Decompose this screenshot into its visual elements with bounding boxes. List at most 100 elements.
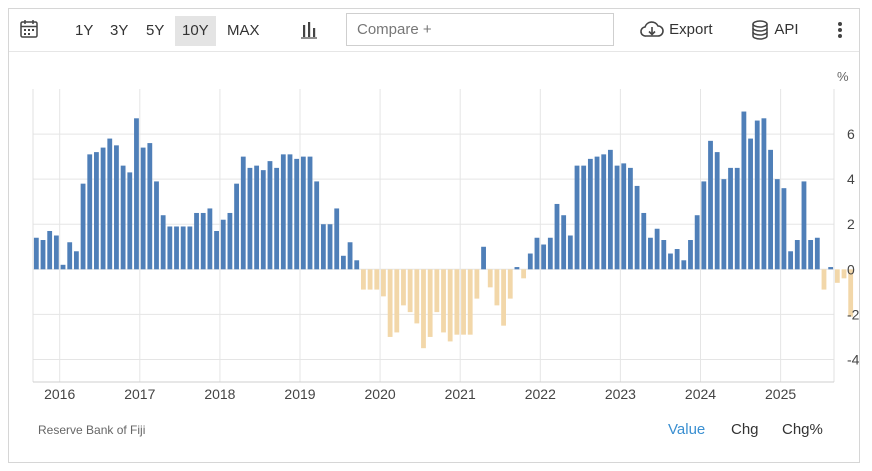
compare-input[interactable]: Compare + <box>346 13 614 46</box>
x-tick-label: 2018 <box>204 386 235 402</box>
more-options-icon[interactable] <box>835 19 845 41</box>
bar <box>40 240 46 270</box>
range-max-button[interactable]: MAX <box>227 22 260 39</box>
bar <box>73 251 79 270</box>
bar <box>487 269 493 288</box>
y-axis-unit: % <box>837 69 849 84</box>
bar <box>187 226 193 270</box>
bar <box>67 242 73 270</box>
bar <box>160 215 166 270</box>
bar <box>207 208 213 270</box>
bar <box>607 149 613 270</box>
bar <box>254 165 260 270</box>
bar <box>347 242 353 270</box>
bar <box>327 224 333 270</box>
chart-area: 6 4 2 0 -2 -4% 2016 2017 2018 2019 2020 2021 2022 202… <box>9 51 860 411</box>
api-button[interactable]: API <box>749 17 799 43</box>
bar <box>461 269 466 335</box>
bar <box>694 215 700 270</box>
y-tick-label: 0 <box>847 261 855 277</box>
bar <box>634 185 640 270</box>
bar <box>401 269 406 306</box>
bar <box>127 172 133 270</box>
bar <box>107 138 113 270</box>
range-1y-button[interactable]: 1Y <box>75 22 94 39</box>
bar <box>601 154 607 270</box>
bar <box>748 138 753 270</box>
export-label: Export <box>669 21 713 38</box>
bar <box>260 170 266 270</box>
value-mode-button[interactable]: Value <box>668 421 706 438</box>
bar <box>467 269 473 335</box>
api-label: API <box>774 21 799 38</box>
bar <box>294 158 300 270</box>
bar <box>60 264 66 270</box>
bar <box>761 118 767 270</box>
bar <box>754 120 760 270</box>
chart-toolbar: 1Y 3Y 5Y 10Y MAX Compare + Export <box>9 9 859 52</box>
y-tick-label: 4 <box>847 171 855 187</box>
bar <box>527 253 533 270</box>
bar <box>708 140 713 270</box>
bar <box>681 260 687 270</box>
cloud-download-icon <box>640 21 664 37</box>
bar <box>814 237 820 270</box>
range-3y-button[interactable]: 3Y <box>110 22 129 39</box>
bar <box>728 167 733 270</box>
bar <box>541 244 547 270</box>
x-tick-label: 2021 <box>445 386 476 402</box>
x-tick-label: 2020 <box>365 386 396 402</box>
bar <box>354 260 360 270</box>
bar <box>534 237 540 270</box>
bar <box>33 237 39 270</box>
bar <box>280 154 286 270</box>
bar <box>387 269 393 337</box>
export-button[interactable]: Export <box>639 17 713 43</box>
bar <box>648 237 653 270</box>
range-10y-button[interactable]: 10Y <box>175 16 216 46</box>
x-tick-label: 2019 <box>284 386 315 402</box>
bar <box>521 269 527 279</box>
bar <box>320 224 326 270</box>
calendar-icon[interactable] <box>19 19 39 39</box>
bar <box>781 188 787 270</box>
bar <box>768 149 773 270</box>
bar <box>574 165 580 270</box>
bar <box>801 181 807 270</box>
bar <box>334 208 340 270</box>
change-mode-button[interactable]: Chg <box>731 421 759 438</box>
bar <box>200 212 206 270</box>
bar <box>641 212 647 270</box>
bar <box>554 203 560 270</box>
bar <box>214 230 219 270</box>
bar <box>180 226 186 270</box>
bar <box>240 156 246 270</box>
data-source-label: Reserve Bank of Fiji <box>38 423 146 437</box>
bar <box>94 152 99 270</box>
bar <box>501 269 506 326</box>
chart-widget: 1Y 3Y 5Y 10Y MAX Compare + Export <box>8 8 860 463</box>
bar <box>567 235 573 270</box>
change-percent-mode-button[interactable]: Chg% <box>782 421 823 438</box>
bar <box>788 251 794 270</box>
bar <box>267 161 273 270</box>
bar <box>140 147 146 270</box>
bar <box>80 183 86 270</box>
bar <box>381 269 386 297</box>
bar-chart-icon[interactable] <box>299 19 319 41</box>
bar <box>841 269 847 279</box>
bar <box>828 267 834 270</box>
x-tick-label: 2022 <box>525 386 556 402</box>
bar <box>834 269 840 283</box>
bar <box>147 143 153 270</box>
bar <box>234 183 239 270</box>
bar <box>154 181 159 270</box>
bar <box>227 212 233 270</box>
bar <box>614 165 620 270</box>
bar <box>414 269 420 324</box>
bar <box>494 269 500 306</box>
y-tick-label: 6 <box>847 126 855 142</box>
bar <box>688 240 693 270</box>
range-5y-button[interactable]: 5Y <box>146 22 165 39</box>
x-tick-label: 2025 <box>765 386 796 402</box>
